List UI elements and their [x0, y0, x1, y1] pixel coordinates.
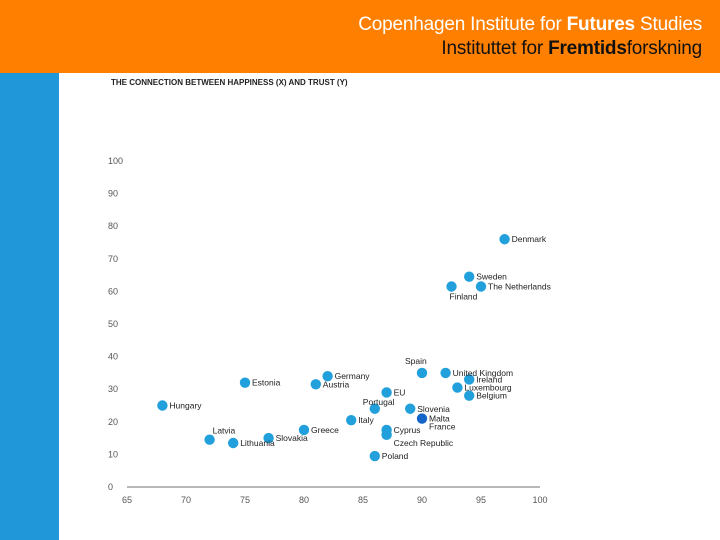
point-label: Latvia — [213, 426, 236, 436]
data-point — [239, 377, 251, 388]
y-tick-label: 90 — [108, 189, 118, 199]
data-point — [369, 450, 380, 462]
point-label: Greece — [311, 425, 339, 435]
data-point — [381, 429, 392, 441]
data-point — [322, 370, 333, 382]
data-points — [157, 234, 510, 462]
y-tick-label: 50 — [108, 319, 118, 329]
x-tick-label: 70 — [181, 495, 191, 505]
data-point — [446, 281, 457, 292]
data-point — [346, 414, 357, 426]
point-label: Slovenia — [417, 404, 450, 414]
y-tick-label: 40 — [108, 352, 118, 362]
x-tick-label: 85 — [358, 495, 368, 505]
y-tick-label: 100 — [108, 156, 123, 166]
header-banner: Copenhagen Institute for Futures Studies… — [0, 0, 720, 73]
point-label: Hungary — [169, 401, 202, 411]
data-point — [464, 271, 475, 282]
point-label: France — [429, 422, 456, 432]
point-label: Sweden — [476, 272, 507, 282]
data-point — [440, 367, 451, 379]
data-point — [499, 234, 510, 245]
point-label: Cyprus — [394, 425, 421, 435]
data-point — [416, 367, 428, 379]
institute-name-english: Copenhagen Institute for Futures Studies — [358, 14, 702, 35]
point-label: Austria — [323, 379, 350, 389]
point-label: Luxembourg — [464, 383, 512, 393]
data-point — [369, 403, 380, 414]
point-label: Poland — [382, 451, 409, 461]
point-label: Italy — [358, 415, 374, 425]
point-label: The Netherlands — [488, 282, 551, 292]
point-label: Ireland — [476, 374, 502, 384]
data-point — [298, 424, 310, 436]
y-tick-label: 20 — [108, 417, 118, 427]
point-label: Lithuania — [240, 438, 275, 448]
data-point — [263, 432, 274, 444]
x-tick-label: 95 — [476, 495, 486, 505]
data-point — [157, 400, 168, 411]
data-point — [310, 379, 321, 390]
institute-name-danish: Instituttet for Fremtidsforskning — [441, 38, 702, 59]
point-label: Portugal — [363, 397, 395, 407]
point-label: Estonia — [252, 378, 281, 388]
point-label: EU — [394, 387, 406, 397]
data-point — [475, 281, 487, 292]
data-point — [416, 413, 428, 424]
data-point — [464, 390, 475, 401]
point-label: Belgium — [476, 391, 507, 401]
point-label: Malta — [429, 414, 450, 424]
y-tick-label: 30 — [108, 384, 118, 394]
y-tick-labels: 0 10 20 30 40 50 60 70 80 90 100 — [108, 156, 123, 492]
data-point — [405, 403, 416, 414]
data-point — [452, 382, 463, 393]
point-label: Czech Republic — [394, 438, 454, 448]
chart-title: THE CONNECTION BETWEEN HAPPINESS (X) AND… — [111, 78, 348, 87]
point-label: Germany — [335, 371, 371, 381]
data-point — [381, 387, 392, 398]
y-tick-label: 80 — [108, 221, 118, 231]
data-point — [464, 374, 475, 385]
point-label: Finland — [450, 292, 478, 302]
x-tick-label: 65 — [122, 495, 132, 505]
point-label: Denmark — [512, 234, 547, 244]
y-tick-label: 10 — [108, 449, 118, 459]
x-tick-label: 100 — [532, 495, 547, 505]
x-tick-label: 80 — [299, 495, 309, 505]
y-tick-label: 60 — [108, 286, 118, 296]
point-label: United Kingdom — [453, 368, 513, 378]
point-label: Slovakia — [276, 433, 308, 443]
x-tick-label: 75 — [240, 495, 250, 505]
x-tick-labels: 65 70 75 80 85 90 95 100 — [122, 495, 548, 505]
y-tick-label: 70 — [108, 254, 118, 264]
data-point — [204, 434, 215, 445]
x-tick-label: 90 — [417, 495, 427, 505]
left-sidebar-bar — [0, 73, 59, 540]
data-point — [228, 437, 239, 449]
point-label: Spain — [405, 356, 427, 366]
y-tick-label: 0 — [108, 482, 113, 492]
